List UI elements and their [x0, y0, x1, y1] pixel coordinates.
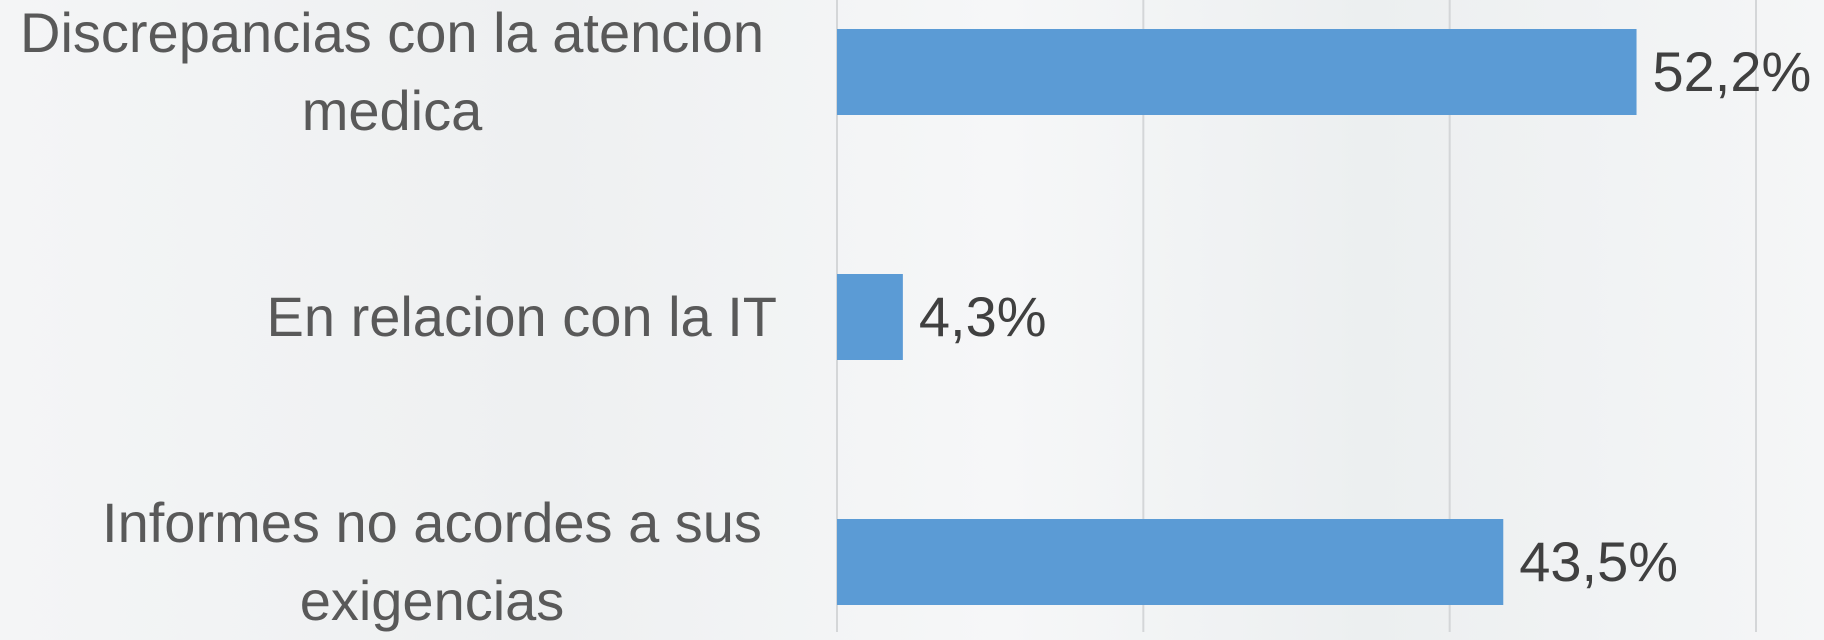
bar	[837, 29, 1637, 115]
value-label: 4,3%	[919, 285, 1047, 348]
value-label: 43,5%	[1519, 530, 1678, 593]
value-label: 52,2%	[1653, 40, 1812, 103]
category-label: Discrepancias con la atencion medica	[20, 1, 764, 142]
bar	[837, 519, 1504, 605]
category-label: En relacion con la IT	[266, 285, 777, 348]
bar	[837, 274, 903, 360]
category-label: Informes no acordes a sus exigencias	[102, 491, 762, 632]
